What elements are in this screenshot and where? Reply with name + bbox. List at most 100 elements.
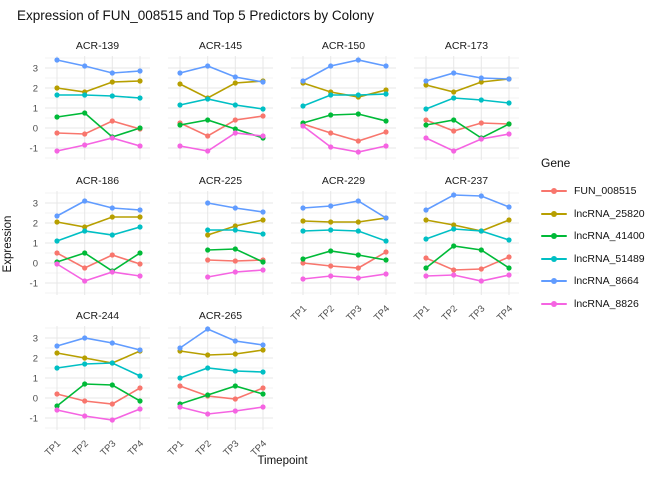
data-point-lncRNA_8826: [137, 406, 143, 412]
data-point-lncRNA_51489: [54, 238, 60, 244]
data-point-FUN_008515: [506, 254, 512, 260]
data-point-lncRNA_25820: [423, 82, 429, 88]
y-tick-label: 3: [33, 198, 38, 209]
data-point-lncRNA_41400: [506, 265, 512, 271]
data-point-lncRNA_51489: [451, 226, 457, 232]
data-point-lncRNA_8664: [232, 74, 238, 80]
legend-key-dot: [551, 300, 557, 307]
data-point-lncRNA_41400: [423, 122, 429, 128]
data-point-FUN_008515: [300, 260, 306, 266]
facet-strip-label: ACR-229: [322, 175, 365, 187]
series-line-lncRNA_25820: [56, 80, 141, 93]
facet-panel-ACR-225: ACR-225: [168, 175, 273, 295]
data-point-lncRNA_8664: [82, 198, 88, 204]
data-point-lncRNA_8826: [109, 269, 115, 275]
series-line-lncRNA_8664: [302, 59, 387, 82]
data-point-FUN_008515: [109, 252, 115, 258]
data-point-lncRNA_41400: [137, 398, 143, 404]
data-point-lncRNA_8664: [506, 204, 512, 210]
series-line-FUN_008515: [56, 387, 141, 405]
legend-key-icon: [541, 276, 567, 286]
data-point-FUN_008515: [478, 120, 484, 126]
data-point-lncRNA_41400: [232, 126, 238, 132]
data-point-lncRNA_41400: [82, 250, 88, 256]
data-point-lncRNA_8826: [82, 142, 88, 148]
data-point-FUN_008515: [82, 265, 88, 271]
data-point-lncRNA_8664: [260, 79, 266, 85]
data-point-FUN_008515: [232, 117, 238, 123]
data-point-lncRNA_8826: [355, 149, 361, 155]
data-point-lncRNA_51489: [355, 228, 361, 234]
series-line-lncRNA_8826: [56, 137, 141, 152]
data-point-lncRNA_25820: [205, 232, 211, 238]
data-point-lncRNA_8664: [109, 340, 115, 346]
data-point-lncRNA_25820: [109, 214, 115, 220]
data-point-lncRNA_51489: [205, 365, 211, 371]
legend-key-icon: [541, 299, 567, 309]
series-line-lncRNA_51489: [179, 98, 264, 110]
series-line-lncRNA_25820: [302, 217, 387, 223]
data-point-lncRNA_41400: [82, 110, 88, 116]
legend-item-FUN_008515: FUN_008515: [541, 180, 645, 203]
data-point-lncRNA_41400: [260, 259, 266, 265]
data-point-lncRNA_8664: [478, 193, 484, 199]
data-point-lncRNA_8664: [300, 78, 306, 84]
legend-item-label: lncRNA_41400: [574, 230, 645, 243]
data-point-lncRNA_8826: [137, 143, 143, 149]
data-point-lncRNA_41400: [383, 118, 389, 124]
legend-key-dot: [551, 210, 557, 217]
facet-panel-ACR-237: ACR-237 TP1 TP2 TP3 TP4: [412, 175, 519, 323]
data-point-lncRNA_41400: [137, 125, 143, 131]
legend-item-lncRNA_8664: lncRNA_8664: [541, 270, 645, 293]
series-line-lncRNA_8826: [56, 408, 141, 421]
data-point-lncRNA_41400: [137, 250, 143, 256]
legend-key-icon: [541, 209, 567, 219]
data-point-lncRNA_25820: [232, 223, 238, 229]
data-point-lncRNA_8826: [82, 278, 88, 284]
data-point-lncRNA_41400: [478, 247, 484, 253]
legend-key-icon: [541, 231, 567, 241]
data-point-lncRNA_51489: [82, 361, 88, 367]
series-line-lncRNA_25820: [179, 349, 264, 356]
data-point-lncRNA_8826: [177, 404, 183, 410]
data-point-lncRNA_8664: [355, 198, 361, 204]
data-point-lncRNA_8664: [423, 207, 429, 213]
facet-strip-label: ACR-244: [76, 310, 119, 322]
data-point-lncRNA_25820: [260, 347, 266, 353]
data-point-lncRNA_25820: [177, 81, 183, 87]
data-point-lncRNA_51489: [383, 238, 389, 244]
legend-item-label: lncRNA_8664: [574, 275, 639, 288]
data-point-lncRNA_41400: [205, 117, 211, 123]
data-point-lncRNA_41400: [205, 392, 211, 398]
data-point-lncRNA_8826: [54, 148, 60, 154]
y-tick-label: 2: [33, 218, 38, 229]
data-point-lncRNA_25820: [54, 219, 60, 225]
y-tick-label: 1: [33, 238, 38, 249]
data-point-lncRNA_41400: [109, 382, 115, 388]
data-point-FUN_008515: [205, 257, 211, 263]
series-line-lncRNA_51489: [425, 228, 510, 241]
data-point-lncRNA_41400: [423, 265, 429, 271]
data-point-lncRNA_8664: [328, 203, 334, 209]
data-point-lncRNA_51489: [177, 375, 183, 381]
x-tick-label: TP1: [289, 303, 309, 323]
data-point-lncRNA_41400: [451, 117, 457, 123]
series-line-FUN_008515: [425, 119, 510, 132]
facet-panel-ACR-150: ACR-150: [291, 40, 396, 160]
data-point-lncRNA_8826: [451, 272, 457, 278]
data-point-FUN_008515: [54, 250, 60, 256]
series-line-lncRNA_51489: [56, 362, 141, 377]
facet-strip-label: ACR-145: [199, 40, 242, 52]
series-line-lncRNA_8664: [302, 200, 387, 219]
data-point-lncRNA_51489: [137, 224, 143, 230]
data-point-FUN_008515: [260, 113, 266, 119]
data-point-lncRNA_51489: [109, 93, 115, 99]
data-point-lncRNA_8664: [260, 342, 266, 348]
data-point-FUN_008515: [137, 385, 143, 391]
data-point-FUN_008515: [177, 383, 183, 389]
legend-title: Gene: [541, 156, 571, 170]
data-point-lncRNA_51489: [328, 227, 334, 233]
data-point-lncRNA_41400: [300, 256, 306, 262]
data-point-lncRNA_51489: [54, 92, 60, 98]
